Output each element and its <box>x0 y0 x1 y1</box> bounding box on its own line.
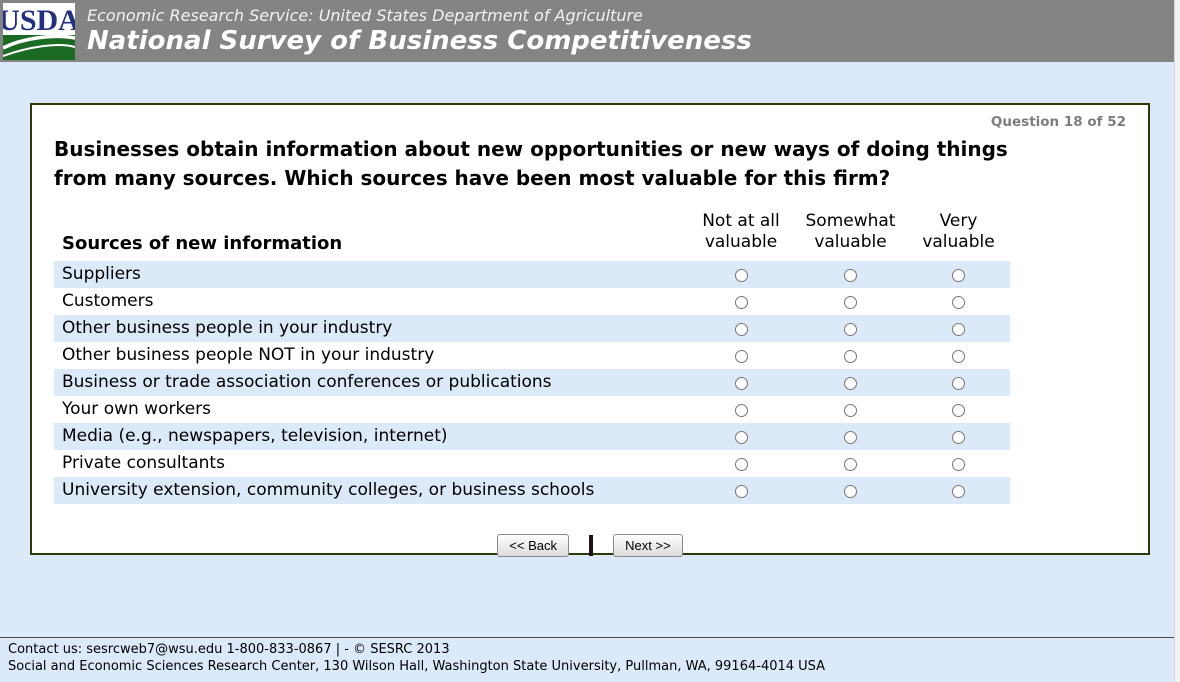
row-label: University extension, community colleges… <box>62 480 595 500</box>
radio-not-at-all-valuable[interactable] <box>734 430 748 444</box>
main-panel: Question 18 of 52 Businesses obtain info… <box>30 103 1150 557</box>
cell-somewhat <box>794 427 907 446</box>
question-progress: Question 18 of 52 <box>990 114 1126 130</box>
radio-somewhat-valuable[interactable] <box>844 403 857 417</box>
row-label: Other business people NOT in your indust… <box>62 345 435 365</box>
radio-very-valuable[interactable] <box>952 322 965 336</box>
radio-somewhat-valuable[interactable] <box>844 457 857 471</box>
radio-not-at-all-valuable[interactable] <box>734 295 748 309</box>
row-label: Business or trade association conference… <box>62 372 552 392</box>
cell-not-at-all <box>688 373 794 392</box>
radio-very-valuable[interactable] <box>952 295 965 309</box>
radio-very-valuable[interactable] <box>952 403 965 417</box>
radio-very-valuable[interactable] <box>952 376 965 390</box>
column-header-very: Very valuable <box>922 211 995 253</box>
cell-very <box>907 454 1010 473</box>
radio-somewhat-valuable[interactable] <box>844 430 857 444</box>
row-label: Other business people in your industry <box>62 318 393 338</box>
radio-somewhat-valuable[interactable] <box>844 484 857 498</box>
table-row: Suppliers <box>54 260 1010 288</box>
cell-somewhat <box>794 481 907 500</box>
cell-very <box>907 292 1010 311</box>
footer-address-line: Social and Economic Sciences Research Ce… <box>8 659 826 675</box>
cell-very <box>907 400 1010 419</box>
radio-somewhat-valuable[interactable] <box>844 295 857 309</box>
radio-not-at-all-valuable[interactable] <box>734 349 748 363</box>
table-row: Customers <box>54 288 1010 315</box>
table-row: Media (e.g., newspapers, television, int… <box>54 422 1010 450</box>
cell-not-at-all <box>688 265 794 284</box>
cell-somewhat <box>794 265 907 284</box>
question-text: Businesses obtain information about new … <box>54 137 1008 190</box>
cell-very <box>907 346 1010 365</box>
column-header-not-at-all: Not at all valuable <box>702 211 780 253</box>
radio-somewhat-valuable[interactable] <box>844 268 857 282</box>
cell-not-at-all <box>688 427 794 446</box>
row-label: Media (e.g., newspapers, television, int… <box>62 426 448 446</box>
cell-somewhat <box>794 400 907 419</box>
radio-very-valuable[interactable] <box>952 457 965 471</box>
table-row-header: Sources of new information <box>62 232 343 254</box>
back-button[interactable]: << Back <box>497 533 569 557</box>
row-label: Your own workers <box>62 399 212 419</box>
radio-not-at-all-valuable[interactable] <box>734 403 748 417</box>
table-row: University extension, community colleges… <box>54 476 1010 504</box>
cell-somewhat <box>794 292 907 311</box>
radio-not-at-all-valuable[interactable] <box>734 268 748 282</box>
cell-not-at-all <box>688 346 794 365</box>
footer-contact-line: Contact us: sesrcweb7@wsu.edu 1-800-833-… <box>8 642 450 658</box>
survey-title: National Survey of Business Competitiven… <box>87 26 752 56</box>
radio-very-valuable[interactable] <box>952 430 965 444</box>
table-row: Your own workers <box>54 396 1010 423</box>
cell-somewhat <box>794 346 907 365</box>
cell-not-at-all <box>688 400 794 419</box>
cell-very <box>907 481 1010 500</box>
cell-very <box>907 427 1010 446</box>
cell-very <box>907 265 1010 284</box>
banner-text: Economic Research Service: United States… <box>87 6 752 56</box>
top-banner: USDA Economic Research Service: United S… <box>0 0 1180 62</box>
radio-somewhat-valuable[interactable] <box>844 322 857 336</box>
usda-logo-icon: USDA <box>3 2 75 60</box>
radio-very-valuable[interactable] <box>952 268 965 282</box>
table-row: Other business people in your industry <box>54 314 1010 342</box>
cell-not-at-all <box>688 319 794 338</box>
footer: Contact us: sesrcweb7@wsu.edu 1-800-833-… <box>0 637 1180 682</box>
radio-not-at-all-valuable[interactable] <box>734 457 748 471</box>
survey-table: Sources of new information Not at all va… <box>54 211 1010 504</box>
row-label: Private consultants <box>62 453 225 473</box>
table-row: Business or trade association conference… <box>54 368 1010 396</box>
cell-not-at-all <box>688 292 794 311</box>
table-row: Private consultants <box>54 450 1010 477</box>
cell-very <box>907 319 1010 338</box>
cell-very <box>907 373 1010 392</box>
radio-very-valuable[interactable] <box>952 349 965 363</box>
nav-buttons: << Back Next >> <box>32 533 1148 557</box>
radio-not-at-all-valuable[interactable] <box>734 322 748 336</box>
table-header-row: Sources of new information Not at all va… <box>54 211 1010 261</box>
radio-very-valuable[interactable] <box>952 484 965 498</box>
table-row: Other business people NOT in your indust… <box>54 342 1010 369</box>
table-body: Suppliers Customers <box>54 260 1010 504</box>
row-label: Suppliers <box>62 264 141 284</box>
next-button[interactable]: Next >> <box>613 533 683 557</box>
button-separator <box>589 534 594 556</box>
agency-line: Economic Research Service: United States… <box>87 6 643 25</box>
cell-not-at-all <box>688 454 794 473</box>
column-header-somewhat: Somewhat valuable <box>805 211 896 253</box>
radio-not-at-all-valuable[interactable] <box>734 484 748 498</box>
radio-somewhat-valuable[interactable] <box>844 376 857 390</box>
cell-somewhat <box>794 373 907 392</box>
radio-not-at-all-valuable[interactable] <box>734 376 748 390</box>
scrollbar-track[interactable] <box>1174 0 1180 682</box>
usda-logo-text: USDA <box>3 4 75 37</box>
radio-somewhat-valuable[interactable] <box>844 349 857 363</box>
cell-somewhat <box>794 319 907 338</box>
row-label: Customers <box>62 291 154 311</box>
cell-not-at-all <box>688 481 794 500</box>
cell-somewhat <box>794 454 907 473</box>
